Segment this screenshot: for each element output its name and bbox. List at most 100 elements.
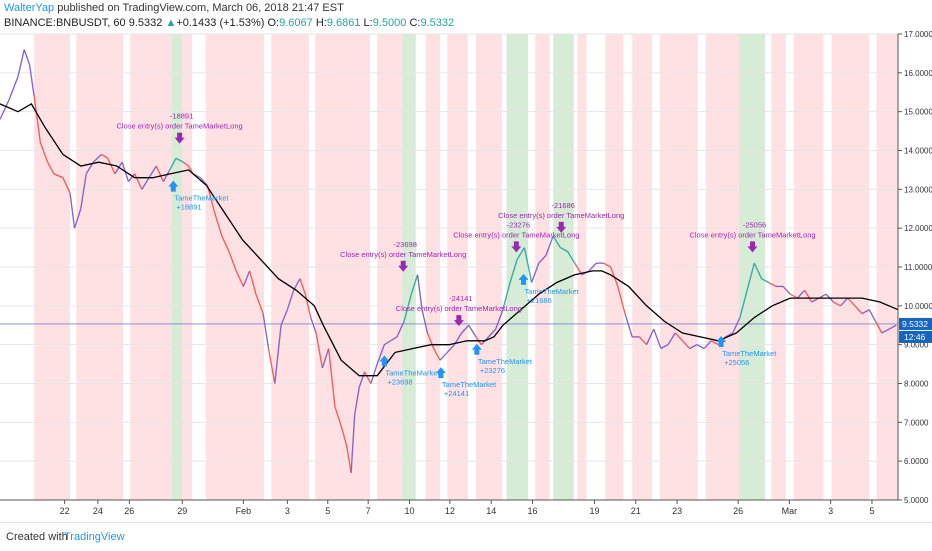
price-segment [390,336,398,342]
price-segment [327,348,336,407]
price-segment [127,173,136,183]
y-tick-label: 11.0000 [904,263,932,272]
moving-average [0,103,899,377]
price-segment [114,161,123,175]
symbol-name: BINANCE:BNBUSDT, 60 [4,17,126,29]
last-price-tag [899,317,932,330]
price-segment [62,177,71,194]
close-order-text: Close entry(s) order TameMarketLong [396,304,522,313]
price-segment [403,294,412,322]
price-segment [861,309,870,315]
close-value: 9.5332 [420,17,455,29]
y-axis: 5.0000 6.0000 7.0000 8.0000 9.0000 10.0000 11.… [897,30,932,505]
entry-profit-label: +23698 [387,377,412,386]
price-segment [141,177,150,190]
price-segment [588,262,597,272]
price-segment [761,278,770,284]
y-tick-label: 15.0000 [904,108,932,117]
close-order-text: Close entry(s) order TameMarketLong [689,230,815,239]
price-segment [182,161,189,167]
price-series [0,49,897,473]
price-segment [262,313,270,349]
entry-arrow-icon [168,180,179,192]
price-segment [732,317,741,334]
price-segment [383,340,391,346]
price-segment [350,414,356,473]
price-segment [376,344,386,365]
gridlines [0,33,898,501]
price-segment [73,208,82,229]
price-segment [545,235,554,256]
x-tick-label: 21 [631,506,641,516]
close-profit-label: -23276 [507,220,530,229]
trade-annotations: Close entry(s) order TameMarketLong-1889… [117,112,816,398]
author-link[interactable]: WalterYap [4,2,55,14]
close-arrow-icon [398,260,409,272]
price-segment [881,328,890,334]
price-segment [753,262,763,279]
published-text: published on TradingView.com, March 06, … [57,2,344,14]
price-segment [523,247,533,283]
price-segment [689,344,698,350]
price-chart[interactable]: Close entry(s) order TameMarketLong-1889… [0,0,932,522]
price-segment [746,262,755,291]
price-segment [274,325,282,384]
price-segment [868,309,877,322]
price-segment [574,262,583,276]
x-tick-label: 5 [325,506,330,516]
close-arrow-icon [174,132,185,144]
price-segment [169,157,177,171]
x-tick-label: 26 [733,506,743,516]
y-tick-label: 9.0000 [904,341,929,350]
x-tick-label: 5 [869,506,874,516]
price-segment [315,332,324,369]
price-segment [358,371,366,388]
price-segment [199,177,208,186]
tradingview-brand[interactable]: TradingView [64,531,125,543]
price-segment [538,254,547,264]
countdown-tag [899,330,932,343]
price-segment [638,336,648,346]
price-segment [175,157,184,163]
up-arrow-icon: ▲ [165,17,177,29]
price-segment [242,270,251,287]
close-order-text: Close entry(s) order TameMarketLong [498,211,624,220]
price-segment [840,297,849,307]
price-segment [248,270,257,295]
entry-name-label: TameTheMarket [722,349,777,358]
price-segment [370,363,378,384]
entry-name-label: TameTheMarket [174,194,229,203]
price-segment [681,340,691,350]
price-segment [703,340,712,350]
y-tick-label: 5.0000 [904,496,929,505]
price-segment [396,321,405,338]
price-segment [107,157,116,175]
price-segment [495,309,504,330]
x-axis: 22 24 26 29 Feb 3 5 7 10 12 14 16 19 21 23 26 Mar 3 5 [0,499,898,516]
price-segment [101,153,109,159]
entry-arrow-icon [716,336,727,348]
price-segment [603,262,611,268]
close-order-text: Close entry(s) order TameMarketLong [340,250,466,259]
price-segment [509,259,518,283]
price-segment [340,426,348,446]
x-tick-label: Mar [782,506,798,516]
price-segment [739,290,748,318]
close-profit-label: -24141 [449,294,472,303]
y-tick-label: 6.0000 [904,457,929,466]
created-with-text: Created with [6,531,68,543]
moving-average-line [0,103,899,377]
price-segment [280,309,289,326]
price-segment [299,278,306,295]
entry-name-label: TameTheMarket [525,287,580,296]
price-segment [560,246,568,253]
price-segment [321,348,330,369]
countdown-label: 12:46 [904,332,926,342]
price-segment [710,340,719,346]
x-tick-label: 29 [177,506,187,516]
close-order-text: Close entry(s) order TameMarketLong [453,230,579,239]
price-segment [847,297,856,307]
close-profit-label: -25056 [743,220,766,229]
price-segment [468,324,477,338]
price-segment [28,64,35,97]
